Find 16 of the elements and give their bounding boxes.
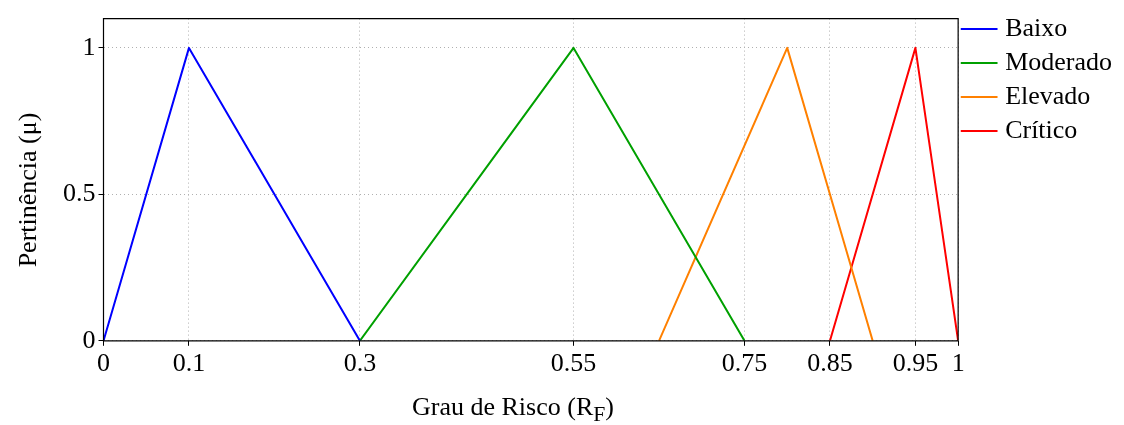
y-axis-title: Pertinência (μ) xyxy=(13,112,43,268)
legend-label: Moderado xyxy=(1005,46,1112,76)
x-tick-label: 1 xyxy=(951,348,965,378)
legend-label: Baixo xyxy=(1005,12,1068,42)
x-tick-label: 0.55 xyxy=(550,348,597,378)
x-tick-label: 0.1 xyxy=(172,348,206,378)
y-tick-label: 0.5 xyxy=(63,178,96,208)
y-tick-label: 1 xyxy=(82,31,96,61)
legend-label: Elevado xyxy=(1005,80,1091,110)
x-tick-label: 0.3 xyxy=(343,348,377,378)
x-tick-label: 0.75 xyxy=(721,348,768,378)
legend-label: Crítico xyxy=(1005,114,1078,144)
x-tick-label: 0.95 xyxy=(892,348,939,378)
x-tick-label: 0.85 xyxy=(807,348,853,378)
x-axis-title: Grau de Risco (R$_{F}$) xyxy=(411,392,615,425)
y-tick-label: 0 xyxy=(82,324,96,354)
